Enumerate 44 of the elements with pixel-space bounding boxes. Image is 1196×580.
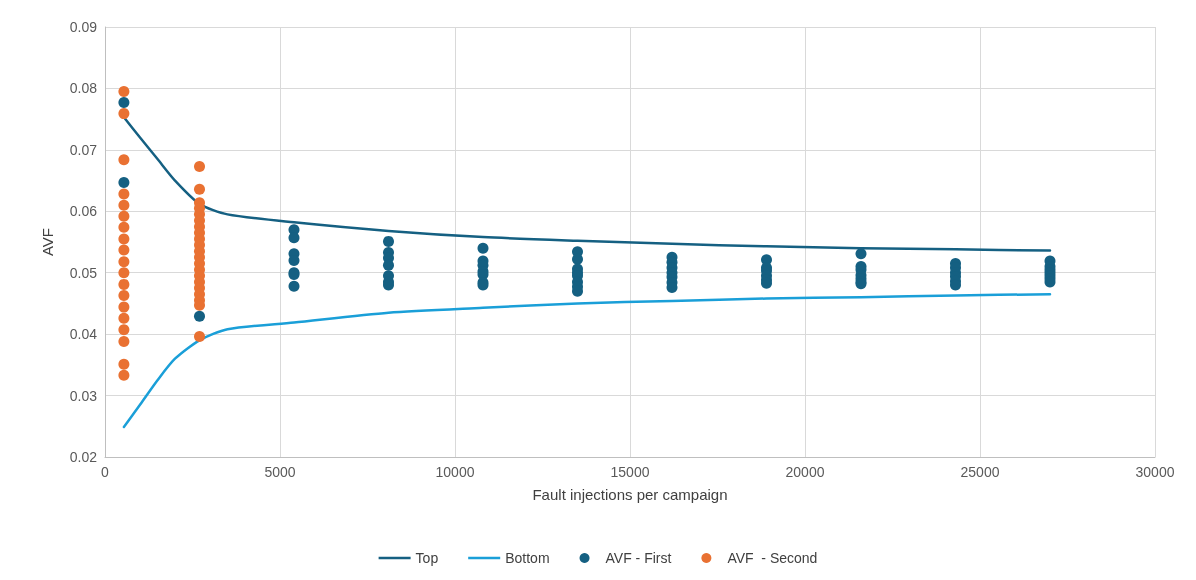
point [118,154,130,166]
point [118,199,130,211]
point [118,86,130,97]
x-tick-label: 5000 [264,464,296,480]
point [118,210,130,222]
point [118,244,130,256]
point [118,256,130,268]
point [194,160,205,172]
x-axis-title: Fault injections per campaign [532,486,728,503]
y-axis-title: AVF [39,227,56,257]
y-tick-label: 0.05 [69,264,98,281]
point [118,108,130,120]
x-tick-label: 20000 [785,464,825,480]
point [118,289,130,301]
point [118,358,130,370]
legend-label: Top [415,550,439,566]
x-tick-label: 0 [101,464,110,480]
point [118,312,130,324]
y-tick-label: 0.06 [69,203,98,220]
point [118,336,130,348]
point [118,324,130,336]
y-tick-label: 0.07 [69,141,98,158]
y-tick-label: 0.04 [69,326,98,343]
point [118,301,130,313]
x-tick-label: 25000 [960,464,1000,480]
line-series [122,292,1052,429]
legend-label: AVF - Second [727,550,818,566]
point [118,369,130,381]
y-tick-label: 0.03 [69,387,98,404]
point [118,267,130,279]
y-tick-label: 0.02 [69,449,98,465]
point [118,278,130,290]
x-tick-label: 10000 [435,464,475,480]
point [194,331,205,343]
point [118,233,130,245]
point [194,183,205,195]
y-tick-label: 0.09 [69,19,98,35]
y-tick-label: 0.08 [69,80,98,97]
legend-label: Bottom [505,550,550,566]
point [118,188,130,200]
x-tick-label: 15000 [610,464,650,480]
point [118,221,130,233]
x-tick-label: 30000 [1135,464,1175,480]
legend-label: AVF - First [605,550,672,566]
